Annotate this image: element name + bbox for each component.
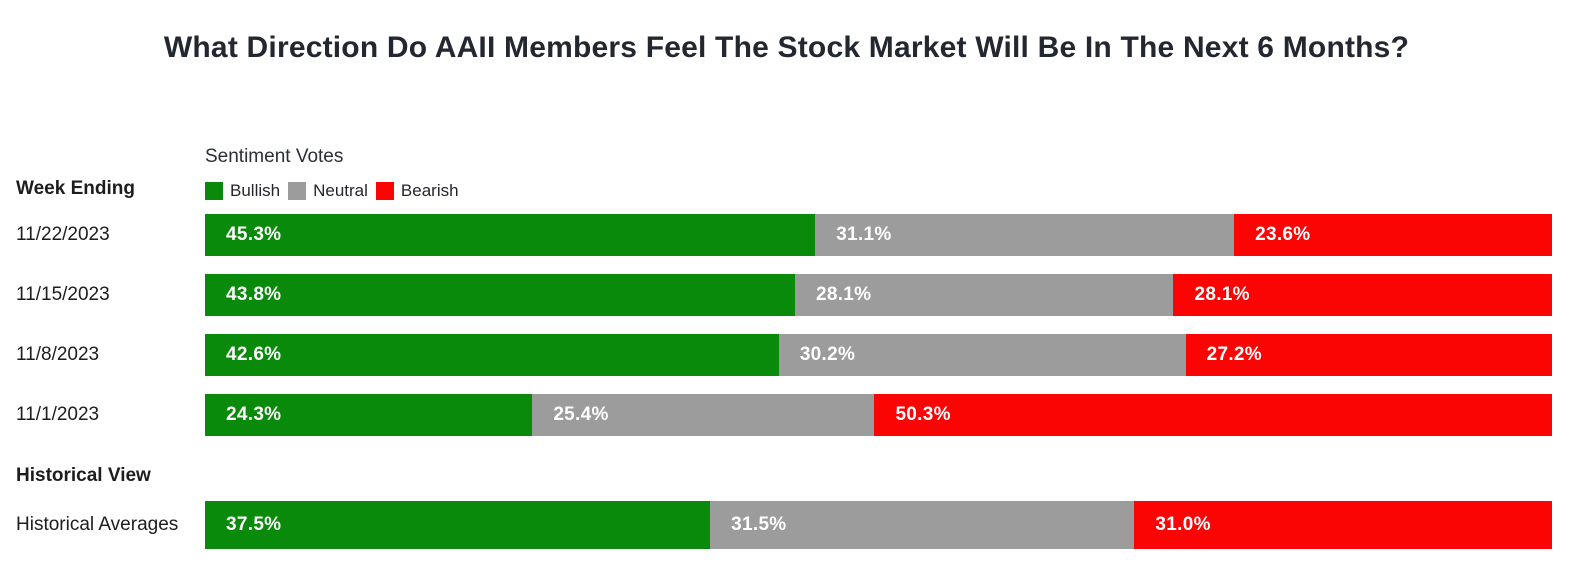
weekly-bar-rows: 11/22/2023 45.3% 31.1% 23.6% 11/15/2023 43.8%…: [0, 214, 1573, 436]
row-label: 11/22/2023: [16, 224, 110, 245]
bar-segment-bullish: 43.8%: [205, 274, 795, 316]
bar-value-label: 31.5%: [731, 514, 787, 535]
bar-segment-bearish: 50.3%: [874, 394, 1552, 436]
bar-value-label: 30.2%: [799, 344, 856, 365]
bar-segment-bullish: 42.6%: [205, 334, 779, 376]
bar-value-label: 45.3%: [226, 224, 282, 245]
bar-value-label: 28.1%: [1194, 284, 1250, 305]
legend-items: Bullish Neutral Bearish: [205, 181, 467, 201]
bar-row: Historical Averages 37.5% 31.5% 31.0%: [0, 501, 1573, 549]
bar-value-label: 24.3%: [226, 404, 282, 425]
legend: Sentiment Votes Bullish Neutral Bearish: [205, 146, 467, 201]
stacked-bar: 43.8% 28.1% 28.1%: [205, 274, 1552, 316]
bar-segment-neutral: 28.1%: [794, 274, 1174, 316]
bar-segment-neutral: 31.5%: [710, 501, 1135, 549]
row-label: Historical Averages: [16, 514, 179, 535]
bearish-swatch-icon: [375, 182, 394, 200]
historical-view-label: Historical View: [16, 465, 151, 486]
stacked-bar: 24.3% 25.4% 50.3%: [205, 394, 1552, 436]
neutral-swatch-icon: [288, 182, 307, 200]
legend-item-neutral: Neutral: [288, 181, 368, 201]
page-title: What Direction Do AAII Members Feel The …: [163, 31, 1410, 64]
bar-value-label: 43.8%: [226, 284, 282, 305]
bullish-swatch-icon: [205, 182, 223, 200]
legend-item-label: Bearish: [400, 181, 459, 200]
legend-item-bullish: Bullish: [205, 181, 280, 201]
bar-segment-neutral: 30.2%: [778, 334, 1186, 376]
bar-value-label: 31.1%: [836, 224, 892, 245]
bar-row: 11/22/2023 45.3% 31.1% 23.6%: [0, 214, 1573, 256]
stacked-bar: 37.5% 31.5% 31.0%: [205, 501, 1552, 549]
bar-value-label: 27.2%: [1206, 344, 1262, 365]
bar-segment-bearish: 23.6%: [1234, 214, 1552, 256]
bar-segment-bearish: 28.1%: [1173, 274, 1552, 316]
bar-value-label: 50.3%: [895, 404, 951, 425]
historical-bar-rows: Historical Averages 37.5% 31.5% 31.0%: [0, 501, 1573, 549]
bar-segment-neutral: 25.4%: [532, 394, 875, 436]
bar-value-label: 37.5%: [226, 514, 282, 535]
legend-item-label: Neutral: [313, 181, 368, 200]
chart-header: Week Ending Sentiment Votes Bullish Neut…: [0, 146, 1573, 201]
bar-segment-bearish: 27.2%: [1185, 334, 1552, 376]
bar-row: 11/8/2023 42.6% 30.2% 27.2%: [0, 334, 1573, 376]
bar-segment-bullish: 37.5%: [205, 501, 711, 549]
legend-item-label: Bullish: [230, 181, 281, 200]
stacked-bar: 42.6% 30.2% 27.2%: [205, 334, 1552, 376]
bar-value-label: 31.0%: [1155, 514, 1211, 535]
stacked-bar: 45.3% 31.1% 23.6%: [205, 214, 1552, 256]
row-label: 11/15/2023: [16, 284, 110, 305]
bar-row: 11/15/2023 43.8% 28.1% 28.1%: [0, 274, 1573, 316]
week-ending-label: Week Ending: [16, 178, 135, 199]
legend-item-bearish: Bearish: [375, 181, 459, 201]
bar-segment-neutral: 31.1%: [815, 214, 1235, 256]
row-label: 11/8/2023: [16, 344, 100, 365]
bar-segment-bearish: 31.0%: [1134, 501, 1552, 549]
bar-value-label: 28.1%: [815, 284, 872, 305]
bar-row: 11/1/2023 24.3% 25.4% 50.3%: [0, 394, 1573, 436]
legend-title: Sentiment Votes: [205, 146, 344, 167]
bar-segment-bullish: 24.3%: [205, 394, 533, 436]
bar-value-label: 23.6%: [1255, 224, 1311, 245]
bar-value-label: 42.6%: [226, 344, 282, 365]
bar-segment-bullish: 45.3%: [205, 214, 816, 256]
bar-value-label: 25.4%: [553, 404, 609, 425]
row-label: 11/1/2023: [16, 404, 100, 425]
